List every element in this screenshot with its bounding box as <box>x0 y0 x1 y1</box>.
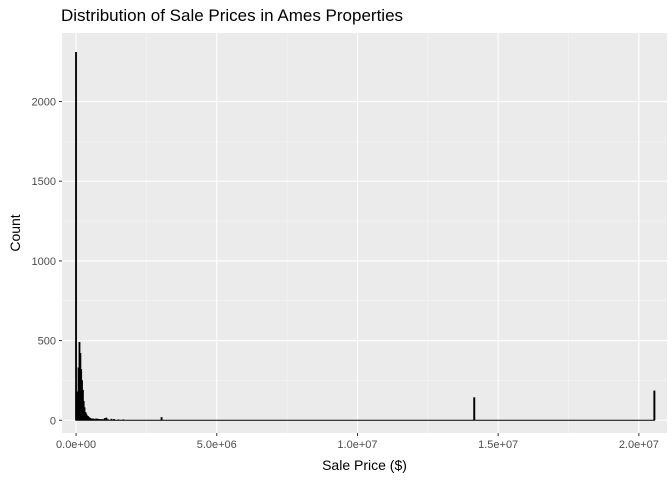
histogram-bar <box>75 51 78 421</box>
x-tick-label: 0.0e+00 <box>56 439 96 451</box>
histogram-bar <box>117 419 120 421</box>
histogram-bar <box>92 418 94 421</box>
x-tick-label: 2.0e+07 <box>619 439 659 451</box>
y-tick-label: 1500 <box>32 176 56 188</box>
y-axis-title: Count <box>7 214 23 251</box>
histogram-bar <box>110 418 113 421</box>
histogram-bars <box>75 51 656 421</box>
histogram-bar <box>107 419 110 421</box>
histogram-bar <box>90 418 93 421</box>
y-tick-label: 0 <box>50 415 56 427</box>
histogram-bar <box>98 419 101 421</box>
minor-gridlines <box>62 33 667 433</box>
histogram-bar <box>473 397 476 421</box>
y-tick-label: 500 <box>38 336 56 348</box>
plot-panel <box>62 33 667 433</box>
histogram-bar <box>122 419 125 421</box>
x-axis-title: Sale Price ($) <box>322 457 407 473</box>
y-axis: 0 500 1000 1500 2000 <box>32 97 62 427</box>
histogram-bar <box>653 390 656 421</box>
x-tick-label: 1.0e+07 <box>337 439 377 451</box>
histogram-bar <box>97 418 99 421</box>
histogram-bar <box>105 417 108 421</box>
histogram-bar <box>100 419 103 421</box>
histogram-bar <box>102 419 105 421</box>
y-tick-label: 1000 <box>32 256 56 268</box>
histogram-bar <box>103 418 106 421</box>
histogram-bar <box>95 418 98 421</box>
x-tick-label: 5.0e+06 <box>197 439 237 451</box>
x-axis: 0.0e+00 5.0e+06 1.0e+07 1.5e+07 2.0e+07 <box>56 433 659 451</box>
y-tick-label: 2000 <box>32 97 56 109</box>
histogram-bar <box>113 419 116 421</box>
x-tick-label: 1.5e+07 <box>478 439 518 451</box>
chart-title: Distribution of Sale Prices in Ames Prop… <box>61 6 404 25</box>
histogram-bar <box>93 418 96 421</box>
histogram-bar <box>160 417 163 421</box>
